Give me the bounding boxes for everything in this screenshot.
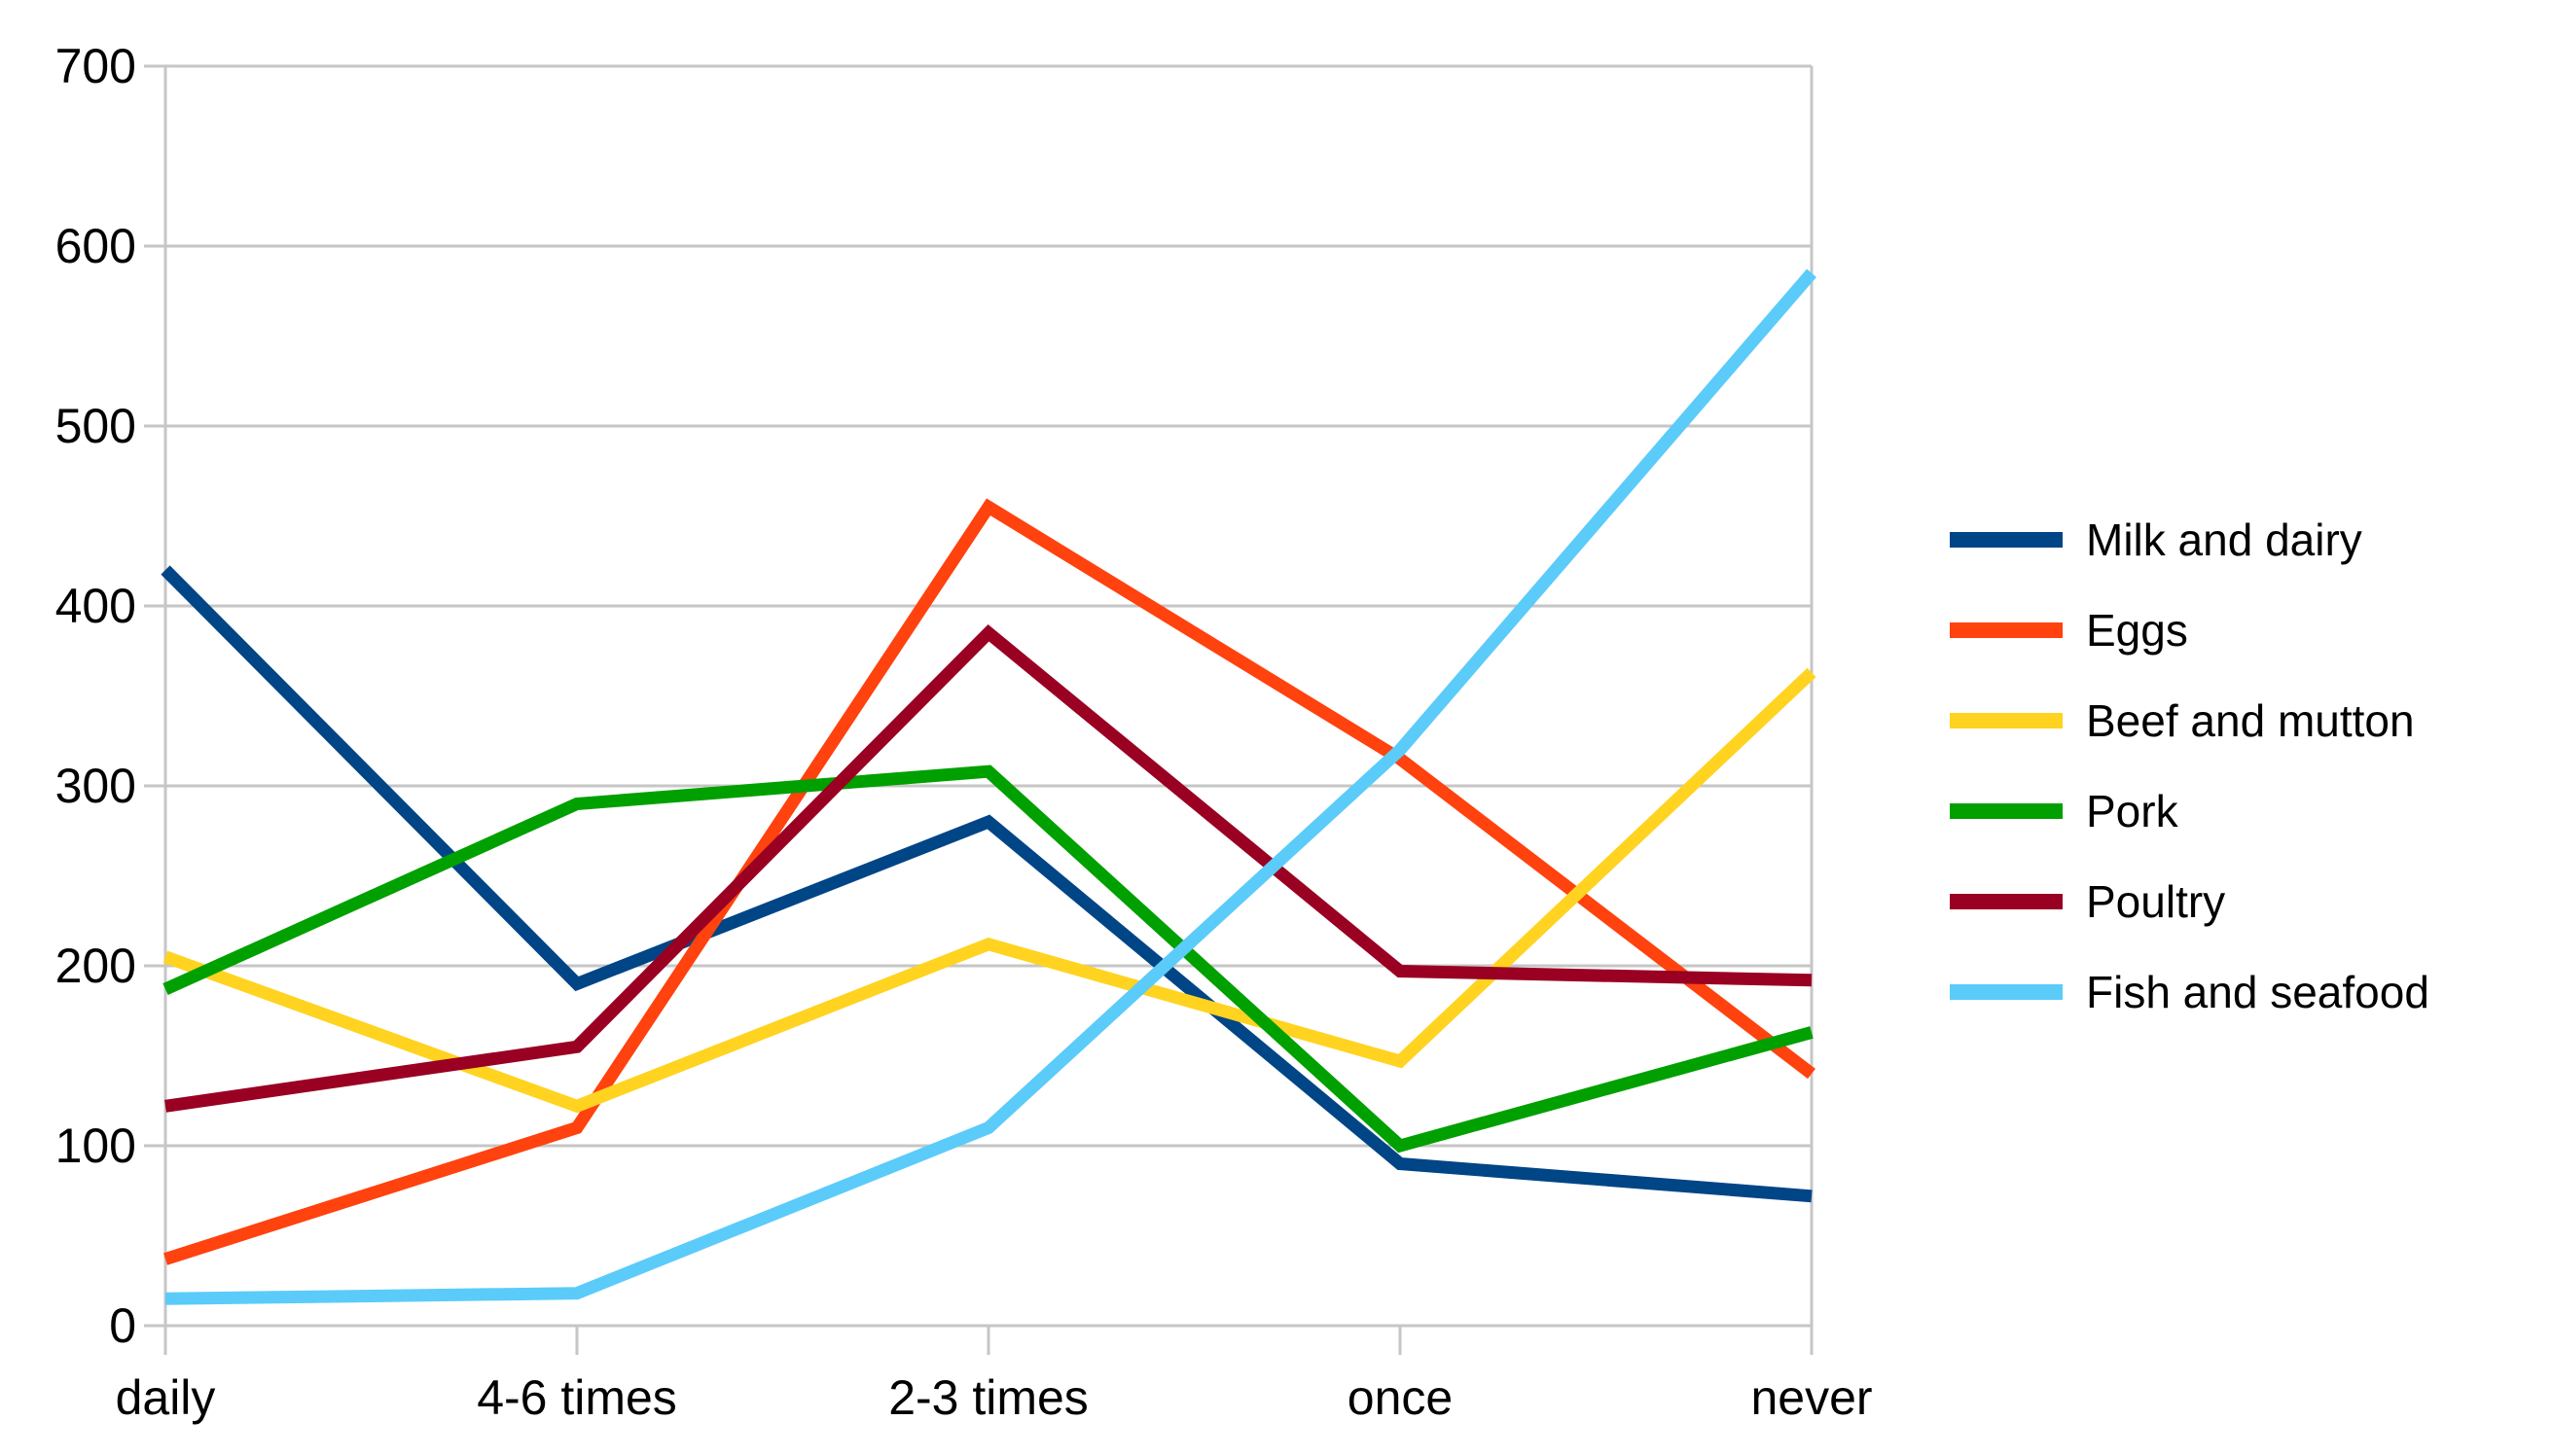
legend-swatch-poultry (1950, 893, 2063, 909)
legend-swatch-pork (1950, 802, 2063, 819)
legend-label: Pork (2086, 785, 2178, 836)
series-line-eggs (163, 498, 1815, 1265)
y-axis-tick-label: 700 (54, 39, 136, 93)
x-axis-category-label: 4-6 times (477, 1370, 677, 1425)
legend-item: Pork (1950, 765, 2429, 856)
series-line-fish-and-seafood (164, 268, 1816, 1305)
legend-swatch-eggs (1950, 621, 2063, 638)
y-axis-tick-label: 300 (54, 759, 136, 813)
gridlines (163, 64, 1814, 1328)
legend-label: Milk and dairy (2086, 514, 2362, 565)
legend-swatch-milk-and-dairy (1950, 531, 2063, 548)
series-line-beef-and-mutton (162, 667, 1816, 1114)
y-axis-tick-label: 200 (54, 939, 136, 993)
y-axis-tick-label: 500 (54, 399, 136, 453)
x-axis-category-label: 2-3 times (888, 1370, 1089, 1425)
legend-item: Fish and seafood (1950, 946, 2429, 1037)
y-axis-tick-label: 600 (54, 219, 136, 273)
x-axis-category-label: never (1750, 1370, 1873, 1425)
legend-label: Beef and mutton (2086, 694, 2415, 746)
axis-ticks (144, 64, 1814, 1355)
x-axis-category-label: once (1347, 1370, 1454, 1425)
legend: Milk and dairy Eggs Beef and mutton Pork… (1950, 494, 2429, 1037)
legend-item: Milk and dairy (1950, 494, 2429, 585)
y-axis-tick-label: 100 (54, 1119, 136, 1173)
x-axis-category-label: daily (115, 1370, 216, 1425)
legend-swatch-beef-and-mutton (1950, 712, 2063, 728)
legend-item: Eggs (1950, 585, 2429, 675)
legend-swatch-fish-and-seafood (1950, 983, 2063, 1000)
series-line-pork (162, 764, 1814, 1154)
legend-label: Poultry (2086, 875, 2226, 927)
series-lines (161, 268, 1816, 1305)
legend-item: Beef and mutton (1950, 675, 2429, 765)
series-line-milk-and-dairy (161, 565, 1813, 1203)
legend-item: Poultry (1950, 856, 2429, 946)
y-axis-tick-label: 0 (109, 1298, 136, 1353)
y-axis-tick-label: 400 (54, 579, 136, 633)
legend-label: Eggs (2086, 604, 2188, 656)
legend-label: Fish and seafood (2086, 966, 2429, 1017)
series-line-poultry (164, 623, 1813, 1113)
